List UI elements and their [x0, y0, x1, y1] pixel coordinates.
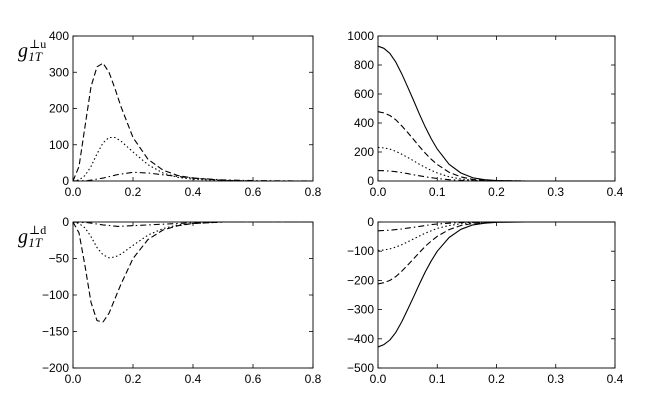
y-tick-label: 200 [49, 102, 69, 116]
x-tick-label: 0.3 [547, 185, 564, 199]
y-tick-label: −200 [347, 273, 374, 287]
x-tick-label: 0.0 [370, 372, 387, 386]
series-line-dashed [72, 62, 313, 182]
y-tick-label: −500 [347, 361, 374, 375]
x-tick-label: 0.4 [607, 372, 624, 386]
y-tick-label: 100 [49, 138, 69, 152]
y-tick-label: 400 [49, 29, 69, 43]
y-tick-label: −100 [347, 244, 374, 258]
series-line-solid [377, 45, 615, 182]
y-tick-label: 800 [354, 58, 374, 72]
series-line-dotted [377, 146, 615, 182]
series-line-dashed [377, 221, 615, 285]
y-tick-label: 0 [367, 174, 374, 188]
y-label-d-sub: 1T [28, 235, 43, 250]
y-tick-label: 200 [354, 145, 374, 159]
y-tick-label: 400 [354, 116, 374, 130]
x-tick-label: 0.1 [429, 372, 446, 386]
series-line-dashed [72, 221, 313, 323]
y-label-u-base: g [18, 40, 28, 62]
y-tick-label: 300 [49, 65, 69, 79]
x-tick-label: 0.2 [125, 185, 142, 199]
y-label-u-sup: ⊥u [29, 37, 47, 51]
x-tick-label: 0.2 [488, 185, 505, 199]
y-tick-label: 600 [354, 87, 374, 101]
y-tick-label: 1000 [347, 29, 374, 43]
x-tick-label: 0.4 [185, 372, 202, 386]
y-tick-label: 0 [62, 215, 69, 229]
x-tick-label: 0.1 [429, 185, 446, 199]
y-label-d-base: g [18, 226, 28, 248]
y-label-d-sup: ⊥d [29, 223, 47, 237]
x-tick-label: 0.6 [245, 185, 262, 199]
series-line-dashed [377, 111, 615, 182]
y-label-u-sub: 1T [28, 49, 43, 64]
series-line-dotted [72, 136, 313, 182]
plot-frame-bottom-left [72, 221, 314, 369]
y-tick-label: −50 [49, 252, 70, 266]
y-tick-label: 0 [367, 215, 374, 229]
x-tick-label: 0.6 [245, 372, 262, 386]
series-line-solid [377, 221, 615, 348]
y-tick-label: −300 [347, 303, 374, 317]
y-tick-label: −400 [347, 332, 374, 346]
y-axis-label-u: g⊥u1T [18, 37, 46, 64]
series-line-dotted [72, 221, 313, 259]
x-tick-label: 0.0 [65, 185, 82, 199]
y-tick-label: −200 [42, 361, 69, 375]
series-line-dashdot [377, 170, 615, 182]
series-line-dashdot [377, 221, 615, 232]
y-tick-label: −100 [42, 288, 69, 302]
series-line-dotted [377, 221, 615, 252]
y-tick-label: 0 [62, 174, 69, 188]
x-tick-label: 0.8 [305, 372, 322, 386]
plot-frame-bottom-right [377, 221, 616, 369]
x-tick-label: 0.2 [488, 372, 505, 386]
x-tick-label: 0.8 [305, 185, 322, 199]
x-tick-label: 0.3 [547, 372, 564, 386]
y-axis-label-d: g⊥d1T [18, 223, 46, 250]
x-tick-label: 0.2 [125, 372, 142, 386]
y-tick-label: −150 [42, 325, 69, 339]
plot-frame-top-left [72, 35, 314, 182]
x-tick-label: 0.0 [370, 185, 387, 199]
plot-frame-top-right [377, 35, 616, 182]
x-tick-label: 0.0 [65, 372, 82, 386]
x-tick-label: 0.4 [185, 185, 202, 199]
x-tick-label: 0.4 [607, 185, 624, 199]
